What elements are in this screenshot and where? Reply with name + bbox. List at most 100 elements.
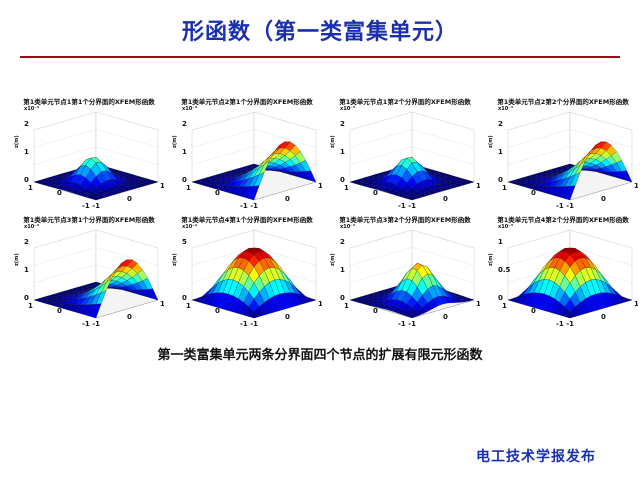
z-tick-label: 2 [498, 120, 503, 128]
z-axis-label: z(m) [172, 253, 178, 266]
z-axis-exponent: x10⁻³ [340, 106, 355, 112]
surface-mesh [349, 157, 475, 201]
surface-cell [564, 185, 576, 201]
y-tick-label: 0 [57, 307, 62, 315]
z-axis-exponent: x10⁻³ [498, 224, 513, 230]
y-tick-label: 0 [215, 307, 220, 315]
z-tick-label: 2 [182, 120, 187, 128]
x-tick-label: 0 [601, 195, 606, 203]
z-tick-label: 0 [24, 294, 29, 302]
x-tick-label: 0 [601, 313, 606, 321]
z-tick-label: 1 [340, 148, 345, 156]
x-tick-label: 1 [476, 300, 480, 308]
y-tick-label: 1 [186, 302, 191, 310]
z-tick-label: 0.5 [498, 266, 511, 274]
z-tick-label: 1 [498, 148, 503, 156]
grid-line [349, 146, 475, 165]
shape-function-plot: 第1类单元节点3第1个分界面的XFEM形函数 x10⁻³ z(m) 2 1 0 1 0 -1 -… [14, 214, 164, 326]
surface-mesh [507, 141, 633, 201]
y-tick-label: 1 [344, 184, 349, 192]
grid-line [349, 264, 475, 283]
surface-cell [248, 185, 260, 201]
x-tick-label: 1 [160, 182, 164, 190]
z-axis-exponent: x10⁻³ [24, 224, 39, 230]
x-tick-label: 1 [160, 300, 164, 308]
x-tick-label: 0 [285, 195, 290, 203]
z-axis-exponent: x10⁻³ [498, 106, 513, 112]
z-axis-label: z(m) [14, 135, 20, 148]
plot-title: 第1类单元节点4第2个分界面的XFEM形函数 [497, 216, 629, 224]
z-tick-label: 5 [182, 238, 187, 246]
figure-caption: 第一类富集单元两条分界面四个节点的扩展有限元形函数 [157, 348, 483, 363]
surface-mesh [33, 157, 159, 201]
y-tick-label: 1 [344, 302, 349, 310]
grid-line [33, 146, 159, 165]
grid-line [191, 129, 317, 148]
z-tick-label: 0 [498, 176, 503, 184]
plot-title: 第1类单元节点1第1个分界面的XFEM形函数 [23, 98, 155, 106]
z-axis-label: z(m) [14, 253, 20, 266]
corner-tick-label: -1 -1 [556, 202, 574, 208]
z-tick-label: 0 [24, 176, 29, 184]
z-tick-label: 1 [498, 238, 503, 246]
surface-cell [248, 311, 260, 319]
shape-function-plot: 第1类单元节点2第2个分界面的XFEM形函数 x10⁻³ z(m) 2 1 0 1 0 -1 -… [488, 96, 638, 208]
y-tick-label: 0 [373, 307, 378, 315]
slide-title: 形函数（第一类富集单元） [181, 20, 458, 45]
plot-title: 第1类单元节点2第1个分界面的XFEM形函数 [181, 98, 313, 106]
y-tick-label: 1 [28, 302, 33, 310]
z-tick-label: 0 [182, 294, 187, 302]
z-axis-exponent: x10⁻³ [182, 106, 197, 112]
z-tick-label: 1 [24, 148, 29, 156]
z-tick-label: 2 [24, 238, 29, 246]
grid-line [507, 129, 633, 148]
plot-title: 第1类单元节点3第2个分界面的XFEM形函数 [339, 216, 471, 224]
y-tick-label: 0 [531, 307, 536, 315]
x-tick-label: 1 [634, 300, 638, 308]
grid-line [33, 247, 159, 266]
y-tick-label: 0 [373, 189, 378, 197]
surface-cell [406, 313, 418, 319]
z-axis-label: z(m) [488, 135, 494, 148]
y-tick-label: 0 [215, 189, 220, 197]
x-tick-label: 0 [127, 313, 132, 321]
plot-title: 第1类单元节点4第1个分界面的XFEM形函数 [181, 216, 313, 224]
shape-function-plot: 第1类单元节点4第1个分界面的XFEM形函数 x10⁻⁴ z(m) 5 0 1 0 -1 -1… [172, 214, 322, 326]
plot-title: 第1类单元节点2第2个分界面的XFEM形函数 [497, 98, 629, 106]
shape-function-plot-grid: 第1类单元节点1第1个分界面的XFEM形函数 x10⁻³ z(m) 2 1 0 1 0 -1 -… [14, 96, 638, 328]
plot-title: 第1类单元节点1第2个分界面的XFEM形函数 [339, 98, 471, 106]
surface-cell [564, 311, 576, 319]
x-tick-label: 0 [443, 313, 448, 321]
surface-mesh [507, 247, 633, 319]
y-tick-label: 1 [502, 302, 507, 310]
grid-line [191, 247, 317, 266]
x-tick-label: 1 [318, 182, 322, 190]
z-tick-label: 2 [340, 120, 345, 128]
y-tick-label: 1 [186, 184, 191, 192]
z-tick-label: 1 [340, 266, 345, 274]
shape-function-plot: 第1类单元节点1第1个分界面的XFEM形函数 x10⁻³ z(m) 2 1 0 1 0 -1 -… [14, 96, 164, 208]
surface-cell [90, 303, 102, 319]
surface-mesh [191, 247, 317, 319]
y-tick-label: 0 [57, 189, 62, 197]
z-tick-label: 0 [340, 176, 345, 184]
z-axis-exponent: x10⁻³ [24, 106, 39, 112]
surface-mesh [33, 259, 159, 319]
corner-tick-label: -1 -1 [398, 320, 416, 326]
corner-tick-label: -1 -1 [240, 202, 258, 208]
x-tick-label: 0 [285, 313, 290, 321]
z-tick-label: 0 [340, 294, 345, 302]
corner-tick-label: -1 -1 [556, 320, 574, 326]
z-tick-label: 0 [498, 294, 503, 302]
y-tick-label: 0 [531, 189, 536, 197]
grid-line [349, 129, 475, 148]
x-tick-label: 0 [127, 195, 132, 203]
surface-mesh [191, 141, 317, 201]
